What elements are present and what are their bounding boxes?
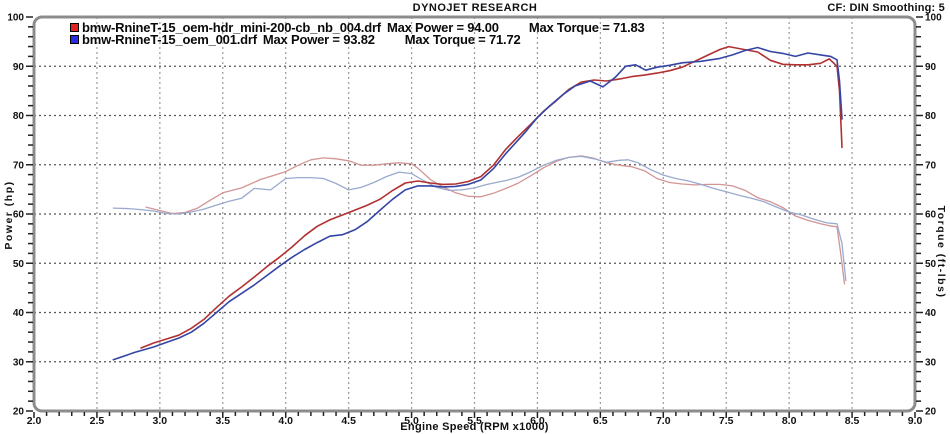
legend-entry: bmw-RnineT-15_oem_001.drf Max Power = 93… (70, 31, 645, 47)
x-tick-label: 8.5 (845, 415, 860, 427)
plot-tick-labels: 20 20 30 30 40 40 50 50 60 60 70 70 80 80 90 90 100 100 2.… (7, 13, 942, 428)
y-tick-label-right: 90 (925, 62, 937, 73)
plot-border (32, 15, 917, 413)
plot-gridlines (34, 17, 915, 411)
y-tick-label-left: 80 (13, 111, 25, 122)
legend-entry: bmw-RnineT-15_oem-hdr_mini-200-cb_nb_004… (70, 20, 645, 36)
x-tick-label: 4.5 (341, 415, 356, 427)
power-curve (112, 46, 843, 361)
y-tick-label-left: 70 (13, 160, 25, 171)
x-tick-label: 4.0 (278, 415, 293, 427)
y-tick-label-left: 100 (7, 13, 24, 24)
header-bar: DYNOJET RESEARCH CF: DIN Smoothing: 5 (0, 0, 950, 16)
legend-max-power: Max Power = 94.00 (386, 20, 499, 36)
x-tick-label: 5.0 (404, 415, 419, 427)
x-tick-label: 3.5 (215, 415, 230, 427)
legend-file-name: bmw-RnineT-15_oem-hdr_mini-200-cb_nb_004… (82, 20, 381, 36)
y-tick-label-left: 50 (13, 259, 25, 270)
legend-file-name: bmw-RnineT-15_oem_001.drf (82, 31, 257, 47)
blue-series-swatch-icon (70, 34, 79, 44)
x-tick-label: 8.0 (782, 415, 797, 427)
right-axis-title: Torque (ft-lbs) (935, 205, 947, 299)
x-tick-label: 7.5 (719, 415, 734, 427)
x-tick-label: 7.0 (656, 415, 671, 427)
plot-curves (112, 45, 847, 361)
red-series-swatch-icon (70, 23, 79, 33)
x-tick-label: 2.5 (90, 415, 105, 427)
y-tick-label-left: 40 (13, 308, 25, 319)
x-tick-label: 6.0 (530, 415, 545, 427)
torque-curve (145, 155, 846, 285)
x-axis-title: Engine Speed (RPM x1000) (400, 421, 549, 433)
x-tick-label: 3.0 (153, 415, 168, 427)
y-tick-label-right: 40 (925, 308, 937, 319)
y-tick-label-left: 20 (13, 407, 25, 418)
plot-frame (32, 15, 917, 413)
x-tick-label: 9.0 (908, 415, 923, 427)
y-tick-label-left: 60 (13, 210, 25, 221)
y-tick-label-right: 100 (925, 13, 942, 24)
y-tick-label-left: 30 (13, 357, 25, 368)
y-tick-label-right: 70 (925, 160, 937, 171)
legend-max-torque: Max Torque = 71.83 (528, 20, 645, 36)
y-tick-label-right: 60 (925, 210, 937, 221)
chart-legend: bmw-RnineT-15_oem-hdr_mini-200-cb_nb_004… (70, 20, 645, 47)
app-title: DYNOJET RESEARCH (412, 2, 538, 14)
y-tick-label-left: 90 (13, 62, 25, 73)
legend-max-power: Max Power = 93.82 (262, 31, 375, 47)
torque-curve (112, 155, 847, 282)
cf-smoothing-label: CF: DIN Smoothing: 5 (827, 2, 945, 14)
x-tick-label: 5.5 (467, 415, 482, 427)
y-tick-label-right: 30 (925, 357, 937, 368)
y-tick-label-right: 80 (925, 111, 937, 122)
plot-ticks (26, 16, 923, 418)
x-tick-label: 2.0 (27, 415, 42, 427)
y-tick-label-right: 20 (925, 407, 937, 418)
y-tick-label-right: 50 (925, 259, 937, 270)
left-axis-title: Power (hp) (3, 180, 15, 250)
legend-max-torque: Max Torque = 71.72 (404, 31, 521, 47)
x-tick-label: 6.5 (593, 415, 608, 427)
